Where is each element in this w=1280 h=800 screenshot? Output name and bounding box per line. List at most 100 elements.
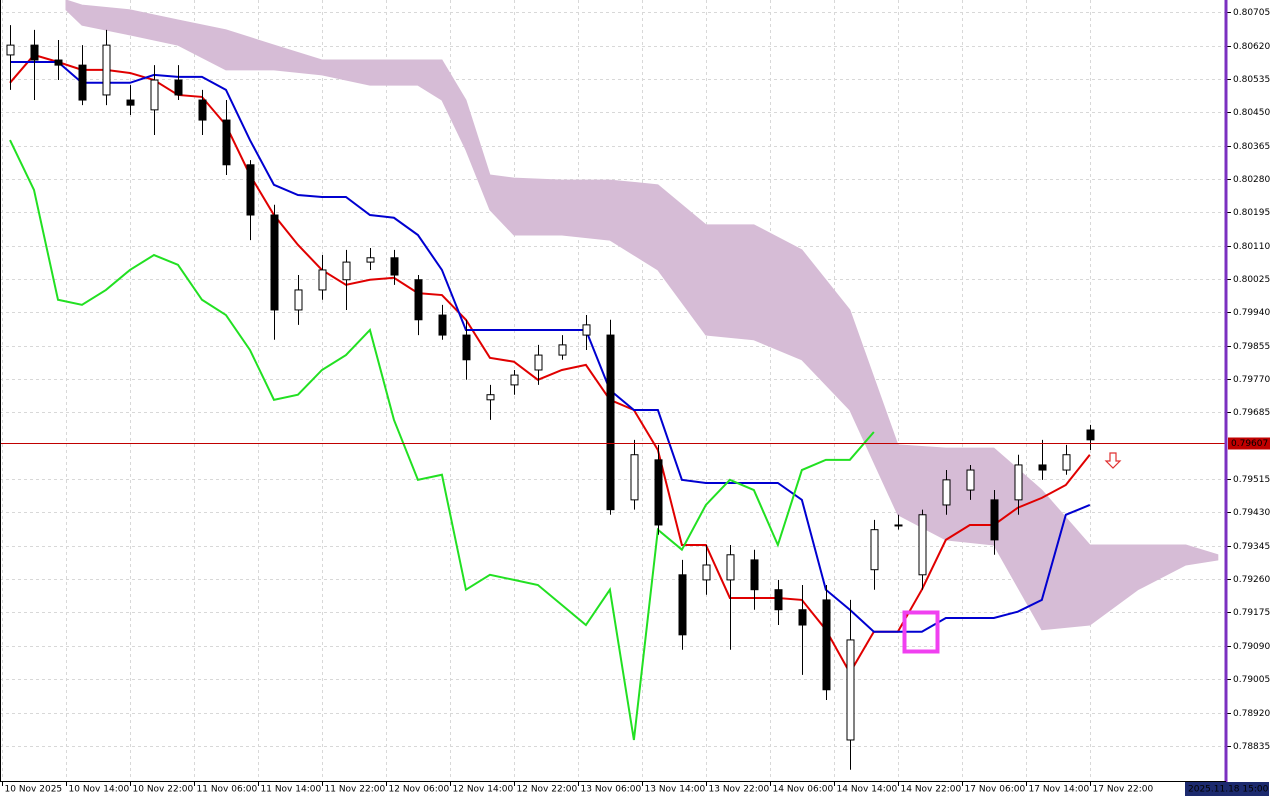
candle-body [390, 257, 399, 276]
candle-body [30, 44, 39, 61]
y-tick-label: 0.79090 [1233, 642, 1270, 652]
y-tick-label: 0.78835 [1233, 742, 1270, 752]
candle-body [942, 479, 951, 506]
y-tick-label: 0.80195 [1233, 208, 1270, 218]
candle-body [894, 524, 903, 527]
y-tick-label: 0.78920 [1233, 709, 1270, 719]
candle-body [918, 514, 927, 576]
x-tick-label: 17 Nov 14:00 [1029, 785, 1090, 795]
sell-arrow [1104, 452, 1122, 469]
candle-body [702, 564, 711, 581]
candle-body [654, 459, 663, 526]
candle-body [1062, 454, 1071, 471]
y-tick-label: 0.79430 [1233, 508, 1270, 518]
highlight-box [902, 610, 940, 654]
y-tick-label: 0.80365 [1233, 142, 1270, 152]
y-tick-label: 0.79005 [1233, 675, 1270, 685]
y-tick-label: 0.79940 [1233, 308, 1270, 318]
cloud-layer [65, 0, 1219, 631]
candle-body [750, 559, 759, 591]
candle-body [630, 454, 639, 501]
candle-body [558, 344, 567, 356]
candle-body [294, 289, 303, 311]
candle-body [6, 44, 15, 56]
x-tick-label: 13 Nov 06:00 [581, 785, 642, 795]
x-tick-label: 14 Nov 06:00 [773, 785, 834, 795]
y-tick-label: 0.80535 [1233, 75, 1270, 85]
x-tick-label: 14 Nov 22:00 [901, 785, 962, 795]
candle-body [174, 79, 183, 96]
x-tick-label: 12 Nov 22:00 [517, 785, 578, 795]
candle-body [534, 354, 543, 371]
candle-body [102, 44, 111, 96]
candle-body [486, 394, 495, 401]
candle-body [318, 269, 327, 291]
candle-body [582, 324, 591, 336]
x-tick-label: 17 Nov 22:00 [1093, 785, 1154, 795]
x-tick-label: 10 Nov 14:00 [69, 785, 130, 795]
candle-body [846, 639, 855, 741]
x-tick-label: 14 Nov 14:00 [837, 785, 898, 795]
x-tick-label: 10 Nov 2025 [5, 785, 63, 795]
y-tick-label: 0.79770 [1233, 375, 1270, 385]
x-tick-label: 17 Nov 06:00 [965, 785, 1026, 795]
y-tick-label: 0.79685 [1233, 408, 1270, 418]
candle-body [270, 214, 279, 311]
y-tick-label: 0.80450 [1233, 108, 1270, 118]
ichimoku-cloud [65, 0, 1219, 631]
x-tick-label: 13 Nov 22:00 [709, 785, 770, 795]
x-tick-label: 11 Nov 06:00 [197, 785, 258, 795]
y-tick-label: 0.80705 [1233, 8, 1270, 18]
y-tick-label: 0.80620 [1233, 42, 1270, 52]
candle-body [726, 554, 735, 581]
candle-body [414, 279, 423, 321]
candle-body [1086, 429, 1095, 441]
candle-layer [6, 25, 1095, 770]
x-tick-label: 12 Nov 14:00 [453, 785, 514, 795]
candle-body [78, 64, 87, 101]
y-tick-label: 0.80110 [1233, 242, 1270, 252]
candle-body [366, 257, 375, 263]
y-tick-label: 0.80025 [1233, 275, 1270, 285]
candle-body [1014, 464, 1023, 501]
x-tick-label: 11 Nov 22:00 [325, 785, 386, 795]
candle-body [54, 59, 63, 66]
candle-body [198, 99, 207, 121]
indicator-line [9, 139, 875, 741]
y-tick-label: 0.79175 [1233, 608, 1270, 618]
y-tick-label: 0.79855 [1233, 342, 1270, 352]
candle-body [438, 314, 447, 336]
candle-body [678, 574, 687, 636]
last-price-label: 0.79607 [1231, 439, 1268, 449]
x-tick-label: 13 Nov 14:00 [645, 785, 706, 795]
y-tick-label: 0.79260 [1233, 575, 1270, 585]
axes: 0.80705 0.80620 0.80535 0.80450 0.80365 0.802… [0, 8, 1270, 796]
candle-body [462, 334, 471, 361]
candle-body [774, 589, 783, 611]
candle-body [510, 374, 519, 386]
y-tick-label: 0.79515 [1233, 475, 1270, 485]
candle-body [822, 599, 831, 691]
x-tick-label: 12 Nov 06:00 [389, 785, 450, 795]
candle-body [246, 164, 255, 216]
candle-body [342, 261, 351, 281]
x-tick-label: 11 Nov 14:00 [261, 785, 322, 795]
x-tick-label: 10 Nov 22:00 [133, 785, 194, 795]
y-tick-label: 0.79345 [1233, 542, 1270, 552]
candle-body [990, 499, 999, 541]
candle-body [150, 79, 159, 111]
candle-body [126, 99, 135, 106]
candle-body [798, 609, 807, 626]
date-label-box [1185, 782, 1269, 796]
y-tick-label: 0.80280 [1233, 175, 1270, 185]
indicator-line [9, 60, 1091, 633]
candle-body [222, 119, 231, 166]
candle-body [870, 529, 879, 571]
candle-body [1038, 464, 1047, 471]
candle-body [966, 469, 975, 491]
date-label: 2025.11.18 15:00 [1188, 785, 1269, 795]
last-price-box [1228, 437, 1270, 450]
